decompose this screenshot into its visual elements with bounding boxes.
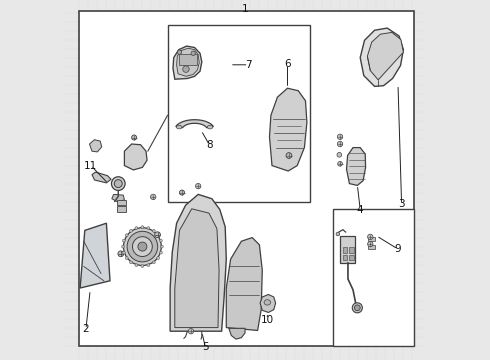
Bar xyxy=(368,237,375,241)
Ellipse shape xyxy=(114,180,122,188)
Ellipse shape xyxy=(155,232,160,238)
Bar xyxy=(117,200,126,205)
Ellipse shape xyxy=(111,177,125,190)
Ellipse shape xyxy=(336,232,340,236)
Polygon shape xyxy=(176,120,214,128)
Bar xyxy=(368,245,375,249)
Ellipse shape xyxy=(157,234,160,237)
Ellipse shape xyxy=(159,251,162,254)
Ellipse shape xyxy=(352,303,363,313)
Text: 9: 9 xyxy=(394,244,401,254)
Ellipse shape xyxy=(177,50,182,54)
Polygon shape xyxy=(226,238,262,330)
Text: 1: 1 xyxy=(242,4,248,14)
Polygon shape xyxy=(170,194,226,331)
Ellipse shape xyxy=(135,227,138,230)
Bar xyxy=(349,247,354,253)
Ellipse shape xyxy=(264,300,270,305)
Polygon shape xyxy=(173,46,202,79)
Ellipse shape xyxy=(132,135,137,140)
Ellipse shape xyxy=(138,242,147,251)
Ellipse shape xyxy=(147,227,150,230)
Ellipse shape xyxy=(354,305,360,311)
Ellipse shape xyxy=(176,125,182,129)
Text: 8: 8 xyxy=(206,140,213,150)
Bar xyxy=(117,206,126,212)
Text: 10: 10 xyxy=(261,315,274,325)
Ellipse shape xyxy=(141,226,144,229)
Ellipse shape xyxy=(338,161,343,166)
Ellipse shape xyxy=(207,125,213,129)
Text: 7: 7 xyxy=(245,60,252,70)
Polygon shape xyxy=(346,148,366,185)
Bar xyxy=(349,255,354,260)
Polygon shape xyxy=(90,140,102,152)
Polygon shape xyxy=(260,294,275,312)
Ellipse shape xyxy=(368,241,373,247)
Ellipse shape xyxy=(125,257,128,260)
Ellipse shape xyxy=(152,261,155,264)
Ellipse shape xyxy=(129,229,132,232)
Ellipse shape xyxy=(368,234,373,240)
Ellipse shape xyxy=(337,134,343,139)
Ellipse shape xyxy=(135,264,138,266)
Polygon shape xyxy=(368,32,403,80)
Bar xyxy=(343,247,347,253)
Ellipse shape xyxy=(127,231,158,262)
Ellipse shape xyxy=(191,51,196,55)
Polygon shape xyxy=(175,209,219,328)
Ellipse shape xyxy=(196,184,201,189)
Ellipse shape xyxy=(160,245,163,248)
Polygon shape xyxy=(270,88,307,171)
Bar xyxy=(179,54,197,65)
Ellipse shape xyxy=(141,265,144,267)
Text: 4: 4 xyxy=(357,204,364,215)
Ellipse shape xyxy=(179,190,185,195)
Ellipse shape xyxy=(118,251,123,257)
Bar xyxy=(168,25,310,202)
Ellipse shape xyxy=(122,245,124,248)
Ellipse shape xyxy=(123,228,161,266)
Text: 11: 11 xyxy=(84,161,98,171)
Ellipse shape xyxy=(188,328,194,334)
Bar xyxy=(341,236,355,263)
Ellipse shape xyxy=(152,229,155,232)
Ellipse shape xyxy=(132,237,152,256)
Polygon shape xyxy=(229,328,245,339)
Polygon shape xyxy=(124,144,147,170)
Text: 5: 5 xyxy=(202,342,209,352)
Bar xyxy=(333,209,414,346)
Text: 3: 3 xyxy=(398,199,405,210)
Text: 6: 6 xyxy=(284,59,291,69)
Ellipse shape xyxy=(159,239,162,242)
Ellipse shape xyxy=(286,153,292,158)
Polygon shape xyxy=(80,223,110,288)
Ellipse shape xyxy=(122,239,125,242)
Bar xyxy=(343,255,347,260)
Ellipse shape xyxy=(125,234,128,237)
Ellipse shape xyxy=(122,251,125,254)
Polygon shape xyxy=(360,28,403,86)
Ellipse shape xyxy=(129,261,132,264)
Polygon shape xyxy=(112,194,124,202)
Ellipse shape xyxy=(183,66,189,72)
Text: 2: 2 xyxy=(83,324,89,334)
Ellipse shape xyxy=(337,153,342,157)
Ellipse shape xyxy=(147,264,150,266)
Ellipse shape xyxy=(157,257,160,260)
Polygon shape xyxy=(176,48,199,76)
Polygon shape xyxy=(92,172,111,183)
Ellipse shape xyxy=(150,194,156,199)
Ellipse shape xyxy=(337,141,343,147)
